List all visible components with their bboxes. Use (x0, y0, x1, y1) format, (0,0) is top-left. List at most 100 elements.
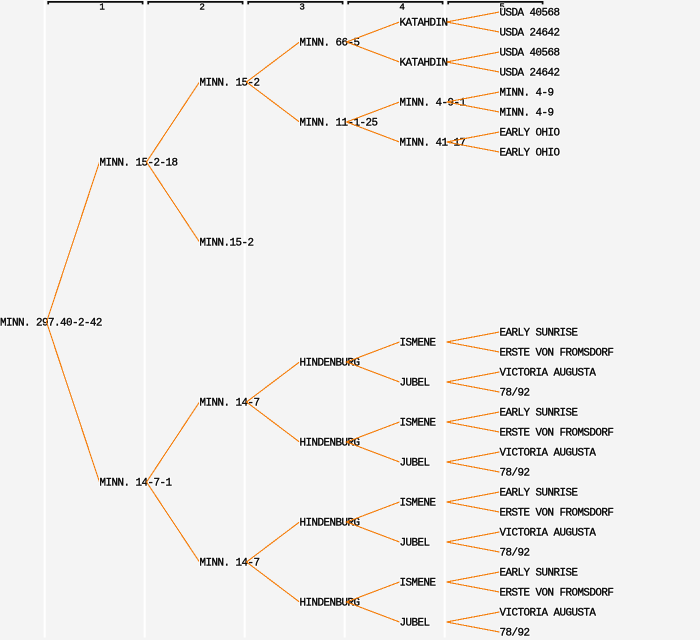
svg-text:USDA 40568: USDA 40568 (500, 48, 560, 60)
svg-text:ISMENE: ISMENE (400, 338, 436, 350)
svg-text:ERSTE VON FROMSDORF: ERSTE VON FROMSDORF (500, 428, 614, 440)
svg-text:USDA 40568: USDA 40568 (500, 48, 560, 60)
svg-text:JUBEL: JUBEL (400, 458, 430, 470)
svg-text:78/92: 78/92 (500, 548, 530, 560)
svg-text:5: 5 (499, 2, 505, 13)
svg-text:1: 1 (99, 2, 105, 13)
svg-text:JUBEL: JUBEL (400, 538, 430, 550)
svg-text:USDA 24642: USDA 24642 (500, 68, 560, 80)
svg-text:KATAHDIN: KATAHDIN (400, 18, 448, 30)
svg-text:1: 1 (99, 2, 105, 13)
svg-text:ISMENE: ISMENE (400, 498, 436, 510)
svg-text:HINDENBURG: HINDENBURG (300, 518, 360, 530)
svg-text:ERSTE VON FROMSDORF: ERSTE VON FROMSDORF (500, 348, 614, 360)
svg-text:MINN. 66-5: MINN. 66-5 (300, 38, 360, 50)
svg-text:USDA 40568: USDA 40568 (500, 8, 560, 20)
svg-text:EARLY OHIO: EARLY OHIO (500, 148, 560, 160)
svg-text:MINN. 4-9: MINN. 4-9 (500, 108, 554, 120)
svg-text:MINN. 14-7-1: MINN. 14-7-1 (100, 478, 173, 490)
svg-text:MINN. 15-2: MINN. 15-2 (200, 78, 260, 90)
svg-text:MINN. 4-9: MINN. 4-9 (500, 88, 554, 100)
svg-text:VICTORIA AUGUSTA: VICTORIA AUGUSTA (500, 528, 597, 540)
svg-text:MINN. 14-7: MINN. 14-7 (200, 558, 260, 570)
svg-text:JUBEL: JUBEL (400, 618, 430, 630)
svg-text:ISMENE: ISMENE (400, 418, 436, 430)
svg-text:78/92: 78/92 (500, 468, 530, 480)
svg-text:ISMENE: ISMENE (400, 338, 436, 350)
svg-text:HINDENBURG: HINDENBURG (300, 598, 360, 610)
svg-text:2: 2 (199, 2, 205, 13)
svg-text:MINN. 297.40-2-42: MINN. 297.40-2-42 (0, 318, 102, 330)
svg-text:VICTORIA AUGUSTA: VICTORIA AUGUSTA (500, 608, 597, 620)
svg-text:KATAHDIN: KATAHDIN (400, 58, 448, 70)
svg-text:2: 2 (199, 2, 205, 13)
svg-text:5: 5 (499, 2, 505, 13)
svg-text:ERSTE VON FROMSDORF: ERSTE VON FROMSDORF (500, 588, 614, 600)
svg-text:MINN. 41-17: MINN. 41-17 (400, 138, 466, 150)
svg-text:MINN. 4-9: MINN. 4-9 (500, 88, 554, 100)
svg-text:MINN. 4-9-1: MINN. 4-9-1 (400, 98, 467, 110)
svg-text:HINDENBURG: HINDENBURG (300, 358, 360, 370)
svg-text:ERSTE VON FROMSDORF: ERSTE VON FROMSDORF (500, 348, 614, 360)
svg-text:ISMENE: ISMENE (400, 578, 436, 590)
svg-text:HINDENBURG: HINDENBURG (300, 358, 360, 370)
svg-text:MINN. 14-7: MINN. 14-7 (200, 398, 260, 410)
svg-text:78/92: 78/92 (500, 628, 530, 640)
svg-text:MINN. 14-7: MINN. 14-7 (200, 558, 260, 570)
svg-text:VICTORIA AUGUSTA: VICTORIA AUGUSTA (500, 528, 597, 540)
svg-text:MINN.15-2: MINN.15-2 (200, 238, 254, 250)
svg-text:MINN. 14-7-1: MINN. 14-7-1 (100, 478, 173, 490)
svg-text:EARLY OHIO: EARLY OHIO (500, 128, 560, 140)
svg-text:KATAHDIN: KATAHDIN (400, 18, 448, 30)
svg-text:JUBEL: JUBEL (400, 458, 430, 470)
svg-text:EARLY SUNRISE: EARLY SUNRISE (500, 488, 578, 500)
svg-text:EARLY SUNRISE: EARLY SUNRISE (500, 408, 578, 420)
svg-text:MINN. 15-2: MINN. 15-2 (200, 78, 260, 90)
svg-text:ERSTE VON FROMSDORF: ERSTE VON FROMSDORF (500, 508, 614, 520)
svg-text:MINN. 66-5: MINN. 66-5 (300, 38, 360, 50)
svg-text:3: 3 (299, 2, 305, 13)
svg-text:78/92: 78/92 (500, 548, 530, 560)
svg-text:MINN. 4-9: MINN. 4-9 (500, 108, 554, 120)
svg-text:EARLY SUNRISE: EARLY SUNRISE (500, 568, 578, 580)
svg-text:EARLY SUNRISE: EARLY SUNRISE (500, 408, 578, 420)
svg-text:HINDENBURG: HINDENBURG (300, 518, 360, 530)
svg-text:MINN. 15-2-18: MINN. 15-2-18 (100, 158, 178, 170)
svg-text:VICTORIA AUGUSTA: VICTORIA AUGUSTA (500, 368, 597, 380)
svg-text:ERSTE VON FROMSDORF: ERSTE VON FROMSDORF (500, 508, 614, 520)
svg-text:USDA 24642: USDA 24642 (500, 28, 560, 40)
svg-text:MINN. 14-7: MINN. 14-7 (200, 398, 260, 410)
svg-text:78/92: 78/92 (500, 628, 530, 640)
svg-text:USDA 24642: USDA 24642 (500, 28, 560, 40)
svg-text:JUBEL: JUBEL (400, 378, 430, 390)
svg-text:ISMENE: ISMENE (400, 578, 436, 590)
svg-text:KATAHDIN: KATAHDIN (400, 58, 448, 70)
svg-text:EARLY SUNRISE: EARLY SUNRISE (500, 328, 578, 340)
svg-text:EARLY SUNRISE: EARLY SUNRISE (500, 568, 578, 580)
svg-text:MINN. 41-17: MINN. 41-17 (400, 138, 466, 150)
svg-text:HINDENBURG: HINDENBURG (300, 438, 360, 450)
svg-text:MINN.15-2: MINN.15-2 (200, 238, 254, 250)
svg-text:EARLY OHIO: EARLY OHIO (500, 128, 560, 140)
svg-text:MINN. 297.40-2-42: MINN. 297.40-2-42 (0, 318, 102, 330)
svg-text:EARLY OHIO: EARLY OHIO (500, 148, 560, 160)
svg-text:4: 4 (399, 2, 405, 13)
svg-text:3: 3 (299, 2, 305, 13)
svg-text:MINN. 11-1-25: MINN. 11-1-25 (300, 118, 378, 130)
svg-text:78/92: 78/92 (500, 468, 530, 480)
svg-text:EARLY SUNRISE: EARLY SUNRISE (500, 328, 578, 340)
svg-text:ISMENE: ISMENE (400, 498, 436, 510)
svg-text:ERSTE VON FROMSDORF: ERSTE VON FROMSDORF (500, 428, 614, 440)
svg-text:ISMENE: ISMENE (400, 418, 436, 430)
svg-text:4: 4 (399, 2, 405, 13)
svg-text:USDA 40568: USDA 40568 (500, 8, 560, 20)
svg-text:MINN. 4-9-1: MINN. 4-9-1 (400, 98, 467, 110)
svg-text:EARLY SUNRISE: EARLY SUNRISE (500, 488, 578, 500)
svg-text:MINN. 15-2-18: MINN. 15-2-18 (100, 158, 178, 170)
svg-text:JUBEL: JUBEL (400, 378, 430, 390)
svg-text:JUBEL: JUBEL (400, 538, 430, 550)
svg-text:78/92: 78/92 (500, 388, 530, 400)
svg-text:VICTORIA AUGUSTA: VICTORIA AUGUSTA (500, 448, 597, 460)
svg-text:USDA 24642: USDA 24642 (500, 68, 560, 80)
svg-text:VICTORIA AUGUSTA: VICTORIA AUGUSTA (500, 448, 597, 460)
